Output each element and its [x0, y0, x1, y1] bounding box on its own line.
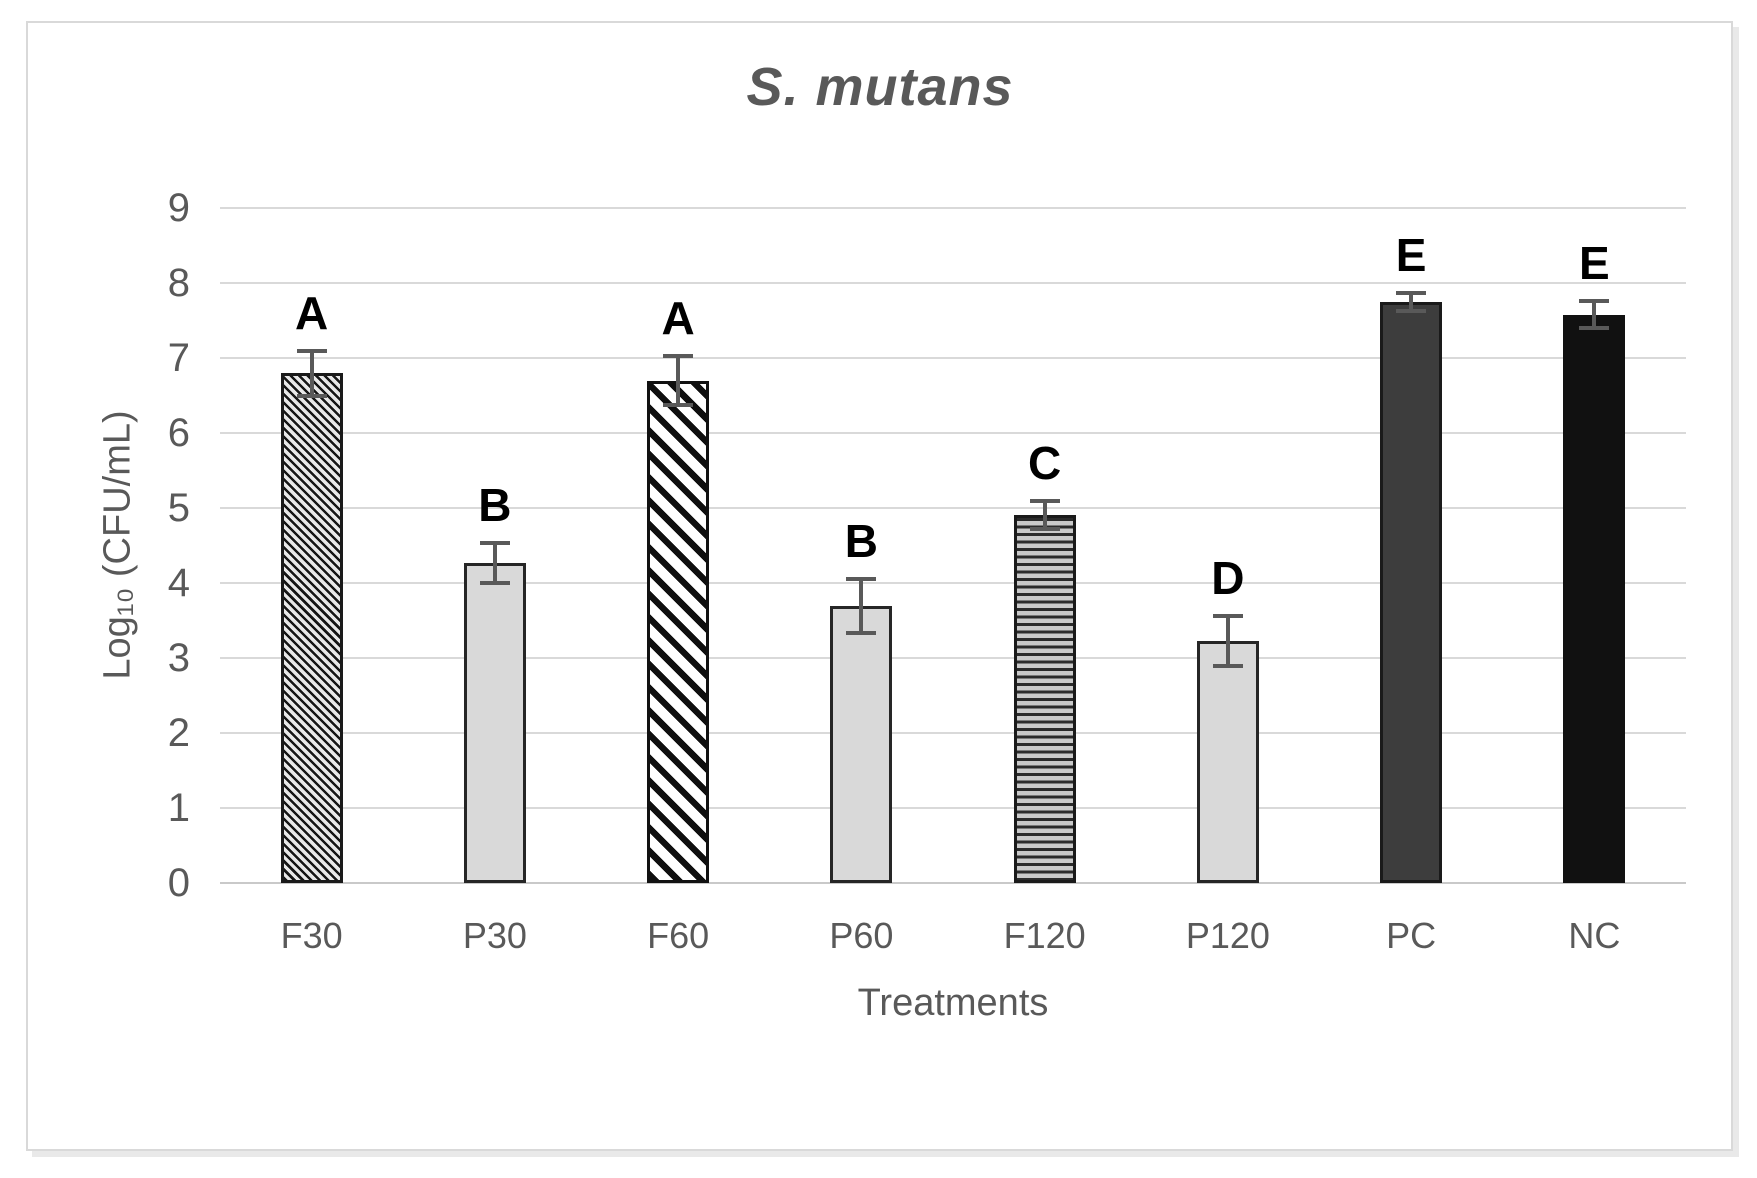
error-bar-line-F30 — [309, 350, 314, 396]
y-tick-label-0: 0 — [167, 861, 190, 905]
error-bar-cap-top-F60 — [663, 353, 694, 358]
bar-F120 — [1013, 514, 1076, 883]
error-bar-line-NC — [1592, 301, 1597, 328]
y-tick-label-2: 2 — [167, 711, 190, 755]
gridline-y-9 — [220, 207, 1686, 209]
gridline-y-6 — [220, 432, 1686, 434]
significance-letter-F30: A — [295, 286, 329, 339]
bar-PC — [1380, 301, 1443, 883]
error-bar-line-F60 — [676, 355, 681, 406]
error-bar-cap-bottom-F120 — [1029, 527, 1060, 531]
gridline-y-5 — [220, 507, 1686, 509]
y-tick-label-5: 5 — [167, 486, 190, 530]
bar-P60 — [830, 605, 893, 883]
x-tick-label-F30: F30 — [280, 915, 343, 956]
error-bar-cap-top-F30 — [296, 348, 327, 353]
x-tick-label-F120: F120 — [1003, 915, 1086, 956]
x-tick-label-P60: P60 — [829, 915, 894, 956]
error-bar-line-P60 — [859, 578, 864, 633]
y-tick-label-1: 1 — [167, 786, 190, 830]
error-bar-cap-bottom-NC — [1579, 326, 1610, 330]
bar-F60 — [647, 380, 710, 883]
y-tick-label-4: 4 — [167, 561, 190, 605]
gridline-y-3 — [220, 657, 1686, 659]
error-bar-cap-bottom-P120 — [1212, 663, 1243, 668]
x-tick-label-F60: F60 — [647, 915, 710, 956]
significance-letter-F120: C — [1028, 436, 1062, 489]
y-tick-label-8: 8 — [167, 261, 190, 305]
x-tick-label-P30: P30 — [462, 915, 527, 956]
x-tick-label-NC: NC — [1568, 915, 1621, 956]
x-tick-label-PC: PC — [1386, 915, 1437, 956]
y-tick-label-7: 7 — [167, 336, 190, 380]
error-bar-cap-top-P30 — [479, 540, 510, 545]
error-bar-cap-bottom-F30 — [296, 393, 327, 398]
error-bar-cap-bottom-P60 — [846, 630, 877, 635]
y-tick-label-6: 6 — [167, 411, 190, 455]
y-tick-label-3: 3 — [167, 636, 190, 680]
bar-P30 — [463, 562, 526, 883]
bar-NC — [1563, 314, 1626, 883]
significance-letter-P120: D — [1211, 552, 1245, 604]
error-bar-cap-top-P60 — [846, 576, 877, 581]
x-axis-title: Treatments — [857, 982, 1049, 1024]
error-bar-cap-bottom-PC — [1396, 308, 1427, 313]
chart-title: S. mutans — [746, 57, 1014, 117]
error-bar-cap-top-P120 — [1212, 614, 1243, 618]
error-bar-line-F120 — [1042, 500, 1047, 529]
bar-P120 — [1196, 640, 1259, 883]
gridline-y-2 — [220, 732, 1686, 734]
significance-letter-P30: B — [478, 478, 512, 531]
error-bar-line-P30 — [492, 542, 497, 583]
plot-area: A B A B C D E E — [220, 207, 1686, 884]
y-tick-label-9: 9 — [167, 186, 190, 230]
significance-letter-PC: E — [1395, 228, 1427, 281]
error-bar-cap-top-PC — [1396, 290, 1427, 295]
error-bar-cap-bottom-P30 — [479, 581, 510, 585]
gridline-y-0 — [220, 882, 1686, 884]
gridline-y-8 — [220, 282, 1686, 284]
significance-letter-P60: B — [844, 514, 878, 567]
significance-letter-F60: A — [661, 291, 695, 344]
error-bar-line-PC — [1409, 292, 1414, 311]
error-bar-cap-top-F120 — [1029, 498, 1060, 503]
error-bar-cap-bottom-F60 — [663, 403, 694, 408]
gridline-y-7 — [220, 357, 1686, 359]
gridline-y-1 — [220, 807, 1686, 809]
bar-F30 — [280, 373, 343, 883]
x-tick-label-P120: P120 — [1185, 915, 1270, 956]
error-bar-cap-top-NC — [1579, 299, 1610, 303]
error-bar-line-P120 — [1225, 616, 1230, 666]
significance-letter-NC: E — [1579, 237, 1610, 289]
gridline-y-4 — [220, 582, 1686, 584]
